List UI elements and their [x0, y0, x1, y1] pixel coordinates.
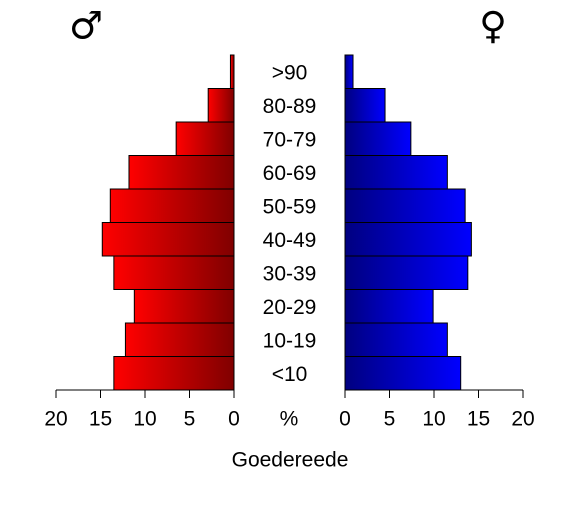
x-tick-label: 15 — [467, 408, 490, 431]
x-tick-label: 0 — [228, 408, 240, 431]
bar — [344, 356, 462, 391]
legend-entry: ♀ — [479, 4, 507, 48]
y-tick-label: 30-39 — [263, 262, 317, 285]
bar — [344, 255, 469, 290]
bar — [344, 289, 434, 324]
y-tick-label: 40-49 — [263, 229, 317, 252]
bar — [128, 155, 235, 190]
x-tick-label: 10 — [422, 408, 445, 431]
bar — [344, 188, 466, 223]
y-tick-label: 20-29 — [263, 296, 317, 319]
y-tick-label: 80-89 — [263, 95, 317, 118]
y-tick-label: 10-19 — [263, 329, 317, 352]
bar — [175, 121, 235, 156]
bar — [344, 155, 448, 190]
legend-entry: ♂ — [69, 4, 103, 48]
bar — [124, 322, 235, 357]
bar — [109, 188, 235, 223]
y-tick-label: <10 — [272, 363, 308, 386]
bar — [101, 222, 235, 257]
axis-label: % — [280, 408, 299, 431]
x-tick-label: 20 — [44, 408, 67, 431]
y-tick-label: 60-69 — [263, 162, 317, 185]
bar — [113, 255, 235, 290]
y-tick-label: 70-79 — [263, 128, 317, 151]
bar — [133, 289, 235, 324]
bar — [344, 88, 386, 123]
bar — [207, 88, 235, 123]
y-tick-label: 50-59 — [263, 195, 317, 218]
bar — [344, 54, 354, 89]
x-tick-label: 10 — [133, 408, 156, 431]
bar — [344, 222, 472, 257]
bar — [229, 54, 235, 89]
bar — [344, 121, 412, 156]
x-tick-label: 0 — [339, 408, 351, 431]
bar — [113, 356, 235, 391]
x-tick-label: 5 — [384, 408, 396, 431]
chart-title: Goedereede — [232, 449, 349, 472]
bar — [344, 322, 448, 357]
x-tick-label: 5 — [184, 408, 196, 431]
x-tick-label: 15 — [89, 408, 112, 431]
x-tick-label: 20 — [511, 408, 534, 431]
y-tick-label: >90 — [272, 61, 308, 84]
